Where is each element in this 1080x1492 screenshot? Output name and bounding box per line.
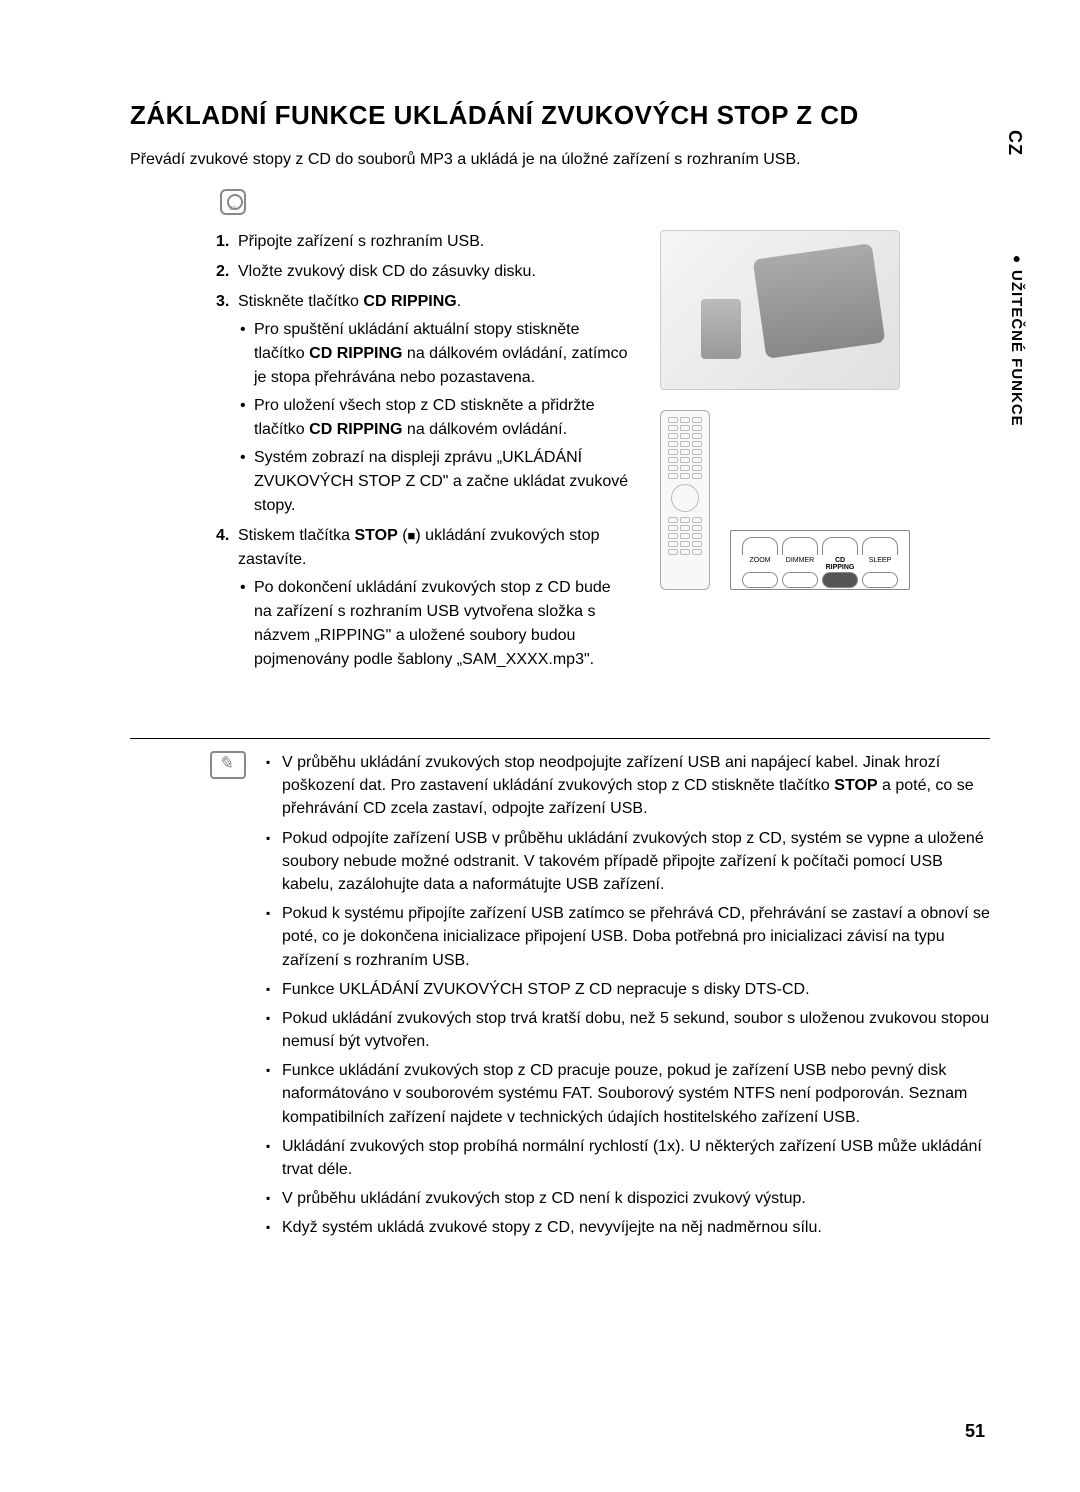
text-fragment: (: [398, 527, 408, 544]
note-7: Ukládání zvukových stop probíhá normální…: [266, 1135, 990, 1181]
bold-fragment: CD RIPPING: [309, 421, 402, 438]
intro-text: Převádí zvukové stopy z CD do souborů MP…: [130, 151, 990, 169]
cd-icon: [220, 189, 246, 215]
side-language-tab: CZ: [1004, 130, 1025, 156]
remote-zoom-panel: ZOOM DIMMER CD RIPPING SLEEP: [730, 530, 910, 590]
step-3-sub-2: Pro uložení všech stop z CD stiskněte a …: [238, 394, 630, 442]
dimmer-label: DIMMER: [782, 557, 818, 571]
text-fragment: na dálkovém ovládání.: [402, 421, 567, 438]
cd-ripping-label: CD RIPPING: [822, 557, 858, 571]
note-3: Pokud k systému připojíte zařízení USB z…: [266, 902, 990, 972]
note-icon: [210, 751, 246, 779]
side-section-tab: UŽITEČNÉ FUNKCE: [1008, 270, 1025, 427]
steps-list: Připojte zařízení s rozhraním USB. Vložt…: [216, 230, 630, 672]
step-1: Připojte zařízení s rozhraním USB.: [216, 230, 630, 254]
bold-fragment: STOP: [354, 527, 397, 544]
step-3-bold: CD RIPPING: [363, 293, 456, 310]
step-3: Stiskněte tlačítko CD RIPPING. Pro spušt…: [216, 290, 630, 518]
step-4-sub-1: Po dokončení ukládání zvukových stop z C…: [238, 576, 630, 672]
note-5: Pokud ukládání zvukových stop trvá kratš…: [266, 1007, 990, 1053]
note-4: Funkce UKLÁDÁNÍ ZVUKOVÝCH STOP Z CD nepr…: [266, 978, 990, 1001]
step-3-suffix: .: [457, 293, 461, 310]
note-2: Pokud odpojíte zařízení USB v průběhu uk…: [266, 827, 990, 897]
page-title: ZÁKLADNÍ FUNKCE UKLÁDÁNÍ ZVUKOVÝCH STOP …: [130, 100, 990, 131]
zoom-label: ZOOM: [742, 557, 778, 571]
step-3-text: Stiskněte tlačítko: [238, 293, 363, 310]
note-9: Když systém ukládá zvukové stopy z CD, n…: [266, 1216, 990, 1239]
note-1: V průběhu ukládání zvukových stop neodpo…: [266, 751, 990, 821]
bold-fragment: CD RIPPING: [309, 345, 402, 362]
text-fragment: Stiskem tlačítka: [238, 527, 354, 544]
side-bullet-icon: ●: [1013, 250, 1021, 266]
page-number: 51: [965, 1421, 985, 1442]
note-6: Funkce ukládání zvukových stop z CD prac…: [266, 1059, 990, 1129]
step-4: Stiskem tlačítka STOP (■) ukládání zvuko…: [216, 524, 630, 672]
bold-fragment: STOP: [834, 777, 877, 794]
step-3-sub-1: Pro spuštění ukládání aktuální stopy sti…: [238, 318, 630, 390]
remote-illustration: ZOOM DIMMER CD RIPPING SLEEP: [650, 410, 910, 610]
step-3-sub-3: Systém zobrazí na displeji zprávu „UKLÁD…: [238, 446, 630, 518]
sleep-label: SLEEP: [862, 557, 898, 571]
step-2: Vložte zvukový disk CD do zásuvky disku.: [216, 260, 630, 284]
note-8: V průběhu ukládání zvukových stop z CD n…: [266, 1187, 990, 1210]
device-illustration: [660, 230, 900, 390]
notes-list: V průběhu ukládání zvukových stop neodpo…: [266, 751, 990, 1246]
